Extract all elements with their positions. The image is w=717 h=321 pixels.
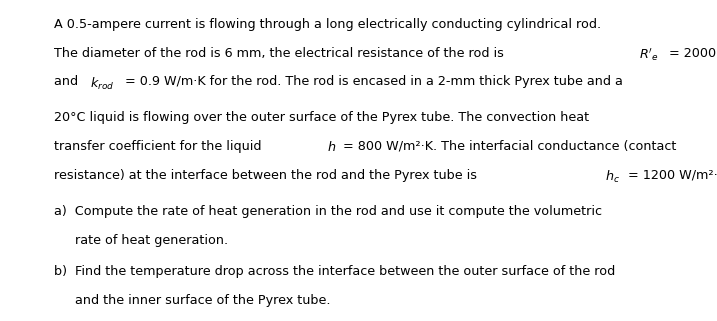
Text: $h_c$: $h_c$ [604,169,619,185]
Text: = 2000 Ω/m ,: = 2000 Ω/m , [665,47,717,59]
Text: 20°C liquid is flowing over the outer surface of the Pyrex tube. The convection : 20°C liquid is flowing over the outer su… [54,111,589,124]
Text: and the inner surface of the Pyrex tube.: and the inner surface of the Pyrex tube. [75,294,331,307]
Text: resistance) at the interface between the rod and the Pyrex tube is: resistance) at the interface between the… [54,169,481,181]
Text: $h$: $h$ [327,140,336,154]
Text: A 0.5-ampere current is flowing through a long electrically conducting cylindric: A 0.5-ampere current is flowing through … [54,18,601,30]
Text: and: and [54,75,82,88]
Text: $k_{rod}$: $k_{rod}$ [90,75,114,91]
Text: rate of heat generation.: rate of heat generation. [75,234,229,247]
Text: = 1200 W/m²·K .: = 1200 W/m²·K . [624,169,717,181]
Text: = 0.9 W/m·K for the rod. The rod is encased in a 2-mm thick Pyrex tube and a: = 0.9 W/m·K for the rod. The rod is enca… [121,75,623,88]
Text: b)  Find the temperature drop across the interface between the outer surface of : b) Find the temperature drop across the … [54,265,615,278]
Text: $R'_e$: $R'_e$ [640,47,659,63]
Text: a)  Compute the rate of heat generation in the rod and use it compute the volume: a) Compute the rate of heat generation i… [54,205,602,218]
Text: transfer coefficient for the liquid: transfer coefficient for the liquid [54,140,265,152]
Text: = 800 W/m²·K. The interfacial conductance (contact: = 800 W/m²·K. The interfacial conductanc… [338,140,676,152]
Text: The diameter of the rod is 6 mm, the electrical resistance of the rod is: The diameter of the rod is 6 mm, the ele… [54,47,508,59]
